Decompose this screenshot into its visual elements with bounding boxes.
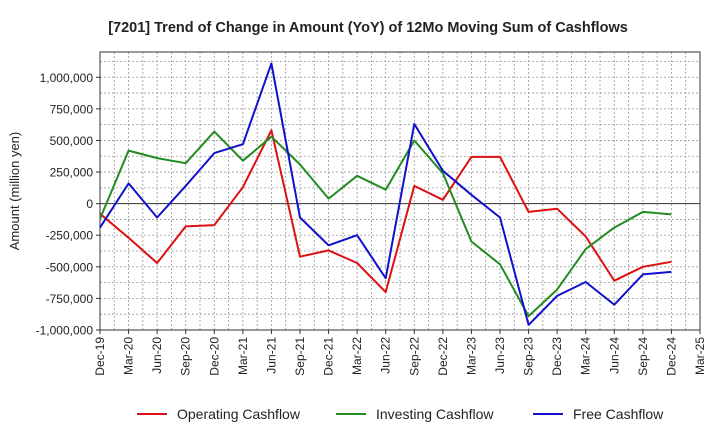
chart-title: [7201] Trend of Change in Amount (YoY) o… [108,20,628,36]
y-tick-label: 250,000 [50,166,94,180]
y-tick-label: 0 [86,197,93,211]
x-tick-label: Mar-23 [464,337,478,375]
x-tick-label: Jun-20 [150,337,164,374]
y-tick-label: -1,000,000 [36,324,94,338]
x-tick-label: Sep-23 [522,337,536,376]
x-tick-label: Mar-25 [693,337,707,375]
x-tick-label: Jun-24 [607,337,621,374]
legend-label: Investing Cashflow [376,406,494,422]
x-tick-label: Dec-23 [550,337,564,376]
x-tick-label: Jun-23 [493,337,507,374]
x-tick-label: Sep-21 [293,337,307,376]
x-tick-label: Sep-22 [407,337,421,376]
legend-label: Free Cashflow [573,406,664,422]
y-tick-label: 1,000,000 [40,71,94,85]
x-tick-label: Mar-24 [579,337,593,375]
series-line-free-cashflow [99,62,672,326]
series-line-investing-cashflow [99,130,672,318]
x-tick-label: Dec-22 [436,337,450,376]
x-tick-label: Sep-20 [179,337,193,376]
y-axis-label: Amount (million yen) [7,132,22,251]
x-tick-label: Sep-24 [636,337,650,376]
x-tick-label: Dec-21 [322,337,336,376]
x-tick-label: Dec-24 [664,337,678,376]
x-tick-label: Jun-21 [264,337,278,374]
plot-frame [99,51,701,331]
x-tick-label: Mar-21 [236,337,250,375]
y-tick-label: -250,000 [46,229,94,243]
y-tick-label: 500,000 [50,134,94,148]
x-tick-label: Dec-19 [93,337,107,376]
series-layer [99,62,672,326]
series-line-operating-cashflow [99,129,672,294]
legend-label: Operating Cashflow [177,406,301,422]
legend: Operating Cashflow Investing Cashflow Free… [137,406,664,422]
x-tick-label: Mar-22 [350,337,364,375]
y-tick-label: -750,000 [46,292,94,306]
x-tick-label: Jun-22 [379,337,393,374]
axis-layer: -1,000,000 -750,000 -500,000 -250,000 0 250,0… [36,51,707,376]
y-tick-label: 750,000 [50,102,94,116]
x-tick-label: Dec-20 [207,337,221,376]
grid-layer [99,52,701,331]
x-tick-label: Mar-20 [122,337,136,375]
y-tick-label: -500,000 [46,260,94,274]
